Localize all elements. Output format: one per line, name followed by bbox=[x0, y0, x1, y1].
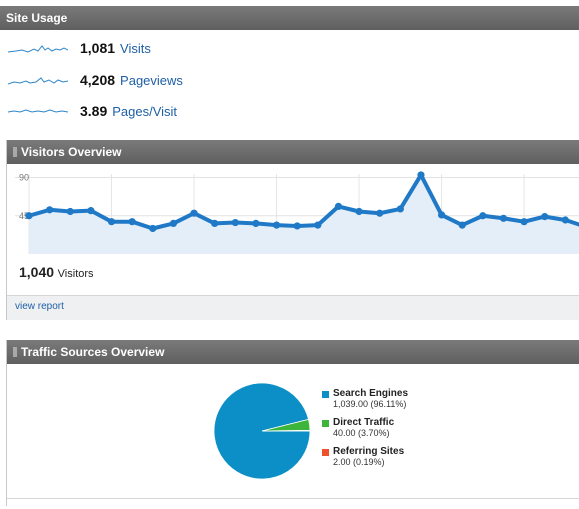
data-point bbox=[479, 212, 487, 220]
data-point bbox=[46, 206, 54, 214]
legend-value: 2.00 (0.19%) bbox=[333, 457, 385, 467]
sparkline-icon bbox=[8, 45, 68, 53]
data-point bbox=[169, 219, 178, 227]
data-point bbox=[25, 212, 33, 220]
data-point bbox=[520, 218, 528, 226]
data-point bbox=[190, 209, 198, 217]
pie-slice bbox=[261, 430, 311, 432]
pages-per-visit-link[interactable]: Pages/Visit bbox=[112, 103, 178, 119]
data-point bbox=[541, 213, 549, 221]
traffic-sources-title: Traffic Sources Overview bbox=[21, 345, 165, 359]
legend-item-referring-sites[interactable]: Referring Sites 2.00 (0.19%) bbox=[322, 446, 408, 468]
traffic-sources-header: . Traffic Sources Overview bbox=[7, 340, 579, 364]
pageviews-value: 4,208 bbox=[80, 72, 116, 88]
site-usage-title: Site Usage bbox=[6, 11, 68, 25]
data-point bbox=[211, 219, 219, 227]
data-point bbox=[437, 211, 446, 219]
visitors-total-label: Visitors bbox=[57, 268, 94, 280]
metric-pageviews: 4,208 Pageviews bbox=[8, 70, 183, 90]
visits-value: 1,081 bbox=[80, 40, 116, 56]
sparkline-icon bbox=[8, 77, 68, 85]
legend-swatch bbox=[322, 449, 329, 456]
data-point bbox=[252, 219, 260, 227]
data-point bbox=[128, 218, 136, 226]
traffic-pie-chart bbox=[213, 382, 311, 480]
legend-value: 40.00 (3.70%) bbox=[333, 428, 390, 438]
visitors-total: 1,040 Visitors bbox=[19, 264, 94, 280]
visits-link[interactable]: Visits bbox=[120, 40, 151, 56]
legend-swatch bbox=[322, 391, 329, 398]
drag-handle-icon[interactable]: . bbox=[13, 347, 17, 357]
data-point bbox=[417, 171, 425, 179]
data-point bbox=[107, 218, 116, 226]
data-point bbox=[561, 216, 569, 224]
view-report-link[interactable]: view report bbox=[15, 301, 64, 312]
legend-item-search-engines[interactable]: Search Engines 1,039.00 (96.11%) bbox=[322, 388, 408, 410]
data-point bbox=[87, 207, 95, 215]
visitors-footer: view report bbox=[7, 295, 579, 320]
drag-handle-icon[interactable]: . bbox=[13, 147, 17, 157]
series-area bbox=[29, 174, 579, 254]
visitors-overview-panel: . Visitors Overview 45 90 1,040 Visitors … bbox=[6, 140, 579, 320]
y-tick-label: 45 bbox=[19, 211, 29, 221]
legend-name: Search Engines bbox=[333, 388, 409, 399]
sparkline-icon bbox=[8, 109, 68, 113]
data-point bbox=[66, 207, 74, 216]
data-point bbox=[293, 222, 301, 230]
visitors-overview-title: Visitors Overview bbox=[21, 145, 122, 159]
site-usage-header: Site Usage bbox=[0, 6, 579, 30]
data-point bbox=[334, 202, 343, 210]
pages-per-visit-value: 3.89 bbox=[80, 103, 108, 119]
traffic-legend: Search Engines 1,039.00 (96.11%) Direct … bbox=[322, 388, 408, 475]
traffic-footer bbox=[7, 498, 579, 509]
data-point bbox=[272, 221, 281, 229]
data-point bbox=[355, 207, 363, 216]
data-point bbox=[314, 221, 322, 229]
site-usage-panel: Site Usage 1,081 Visits 4,208 Pageviews … bbox=[0, 6, 579, 124]
legend-item-direct-traffic[interactable]: Direct Traffic 40.00 (3.70%) bbox=[322, 417, 408, 439]
visitors-overview-header: . Visitors Overview bbox=[7, 140, 579, 164]
data-point bbox=[396, 205, 404, 213]
data-point bbox=[458, 221, 466, 229]
pageviews-link[interactable]: Pageviews bbox=[120, 72, 183, 88]
series-line bbox=[28, 172, 579, 231]
legend-name: Direct Traffic bbox=[333, 417, 395, 428]
traffic-sources-panel: . Traffic Sources Overview Search Engine… bbox=[6, 340, 579, 506]
pie-slice bbox=[213, 382, 311, 480]
metric-pages-per-visit: 3.89 Pages/Visit bbox=[8, 101, 177, 121]
legend-swatch bbox=[322, 420, 329, 427]
legend-value: 1,039.00 (96.11%) bbox=[333, 399, 407, 409]
data-point bbox=[499, 214, 508, 222]
legend-name: Referring Sites bbox=[333, 446, 405, 457]
data-point bbox=[149, 224, 157, 233]
metric-visits: 1,081 Visits bbox=[8, 38, 151, 58]
data-point bbox=[231, 218, 239, 227]
visitors-line-chart: 45 90 bbox=[15, 171, 579, 254]
visitors-total-value: 1,040 bbox=[19, 264, 55, 280]
y-tick-label: 90 bbox=[19, 173, 29, 183]
data-point bbox=[376, 209, 384, 217]
